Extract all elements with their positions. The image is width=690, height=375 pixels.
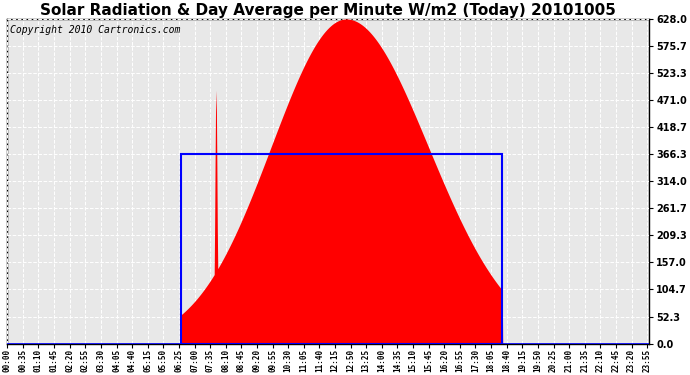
Bar	[181, 154, 502, 344]
Title: Solar Radiation & Day Average per Minute W/m2 (Today) 20101005: Solar Radiation & Day Average per Minute…	[41, 3, 616, 18]
Text: Copyright 2010 Cartronics.com: Copyright 2010 Cartronics.com	[10, 26, 181, 35]
